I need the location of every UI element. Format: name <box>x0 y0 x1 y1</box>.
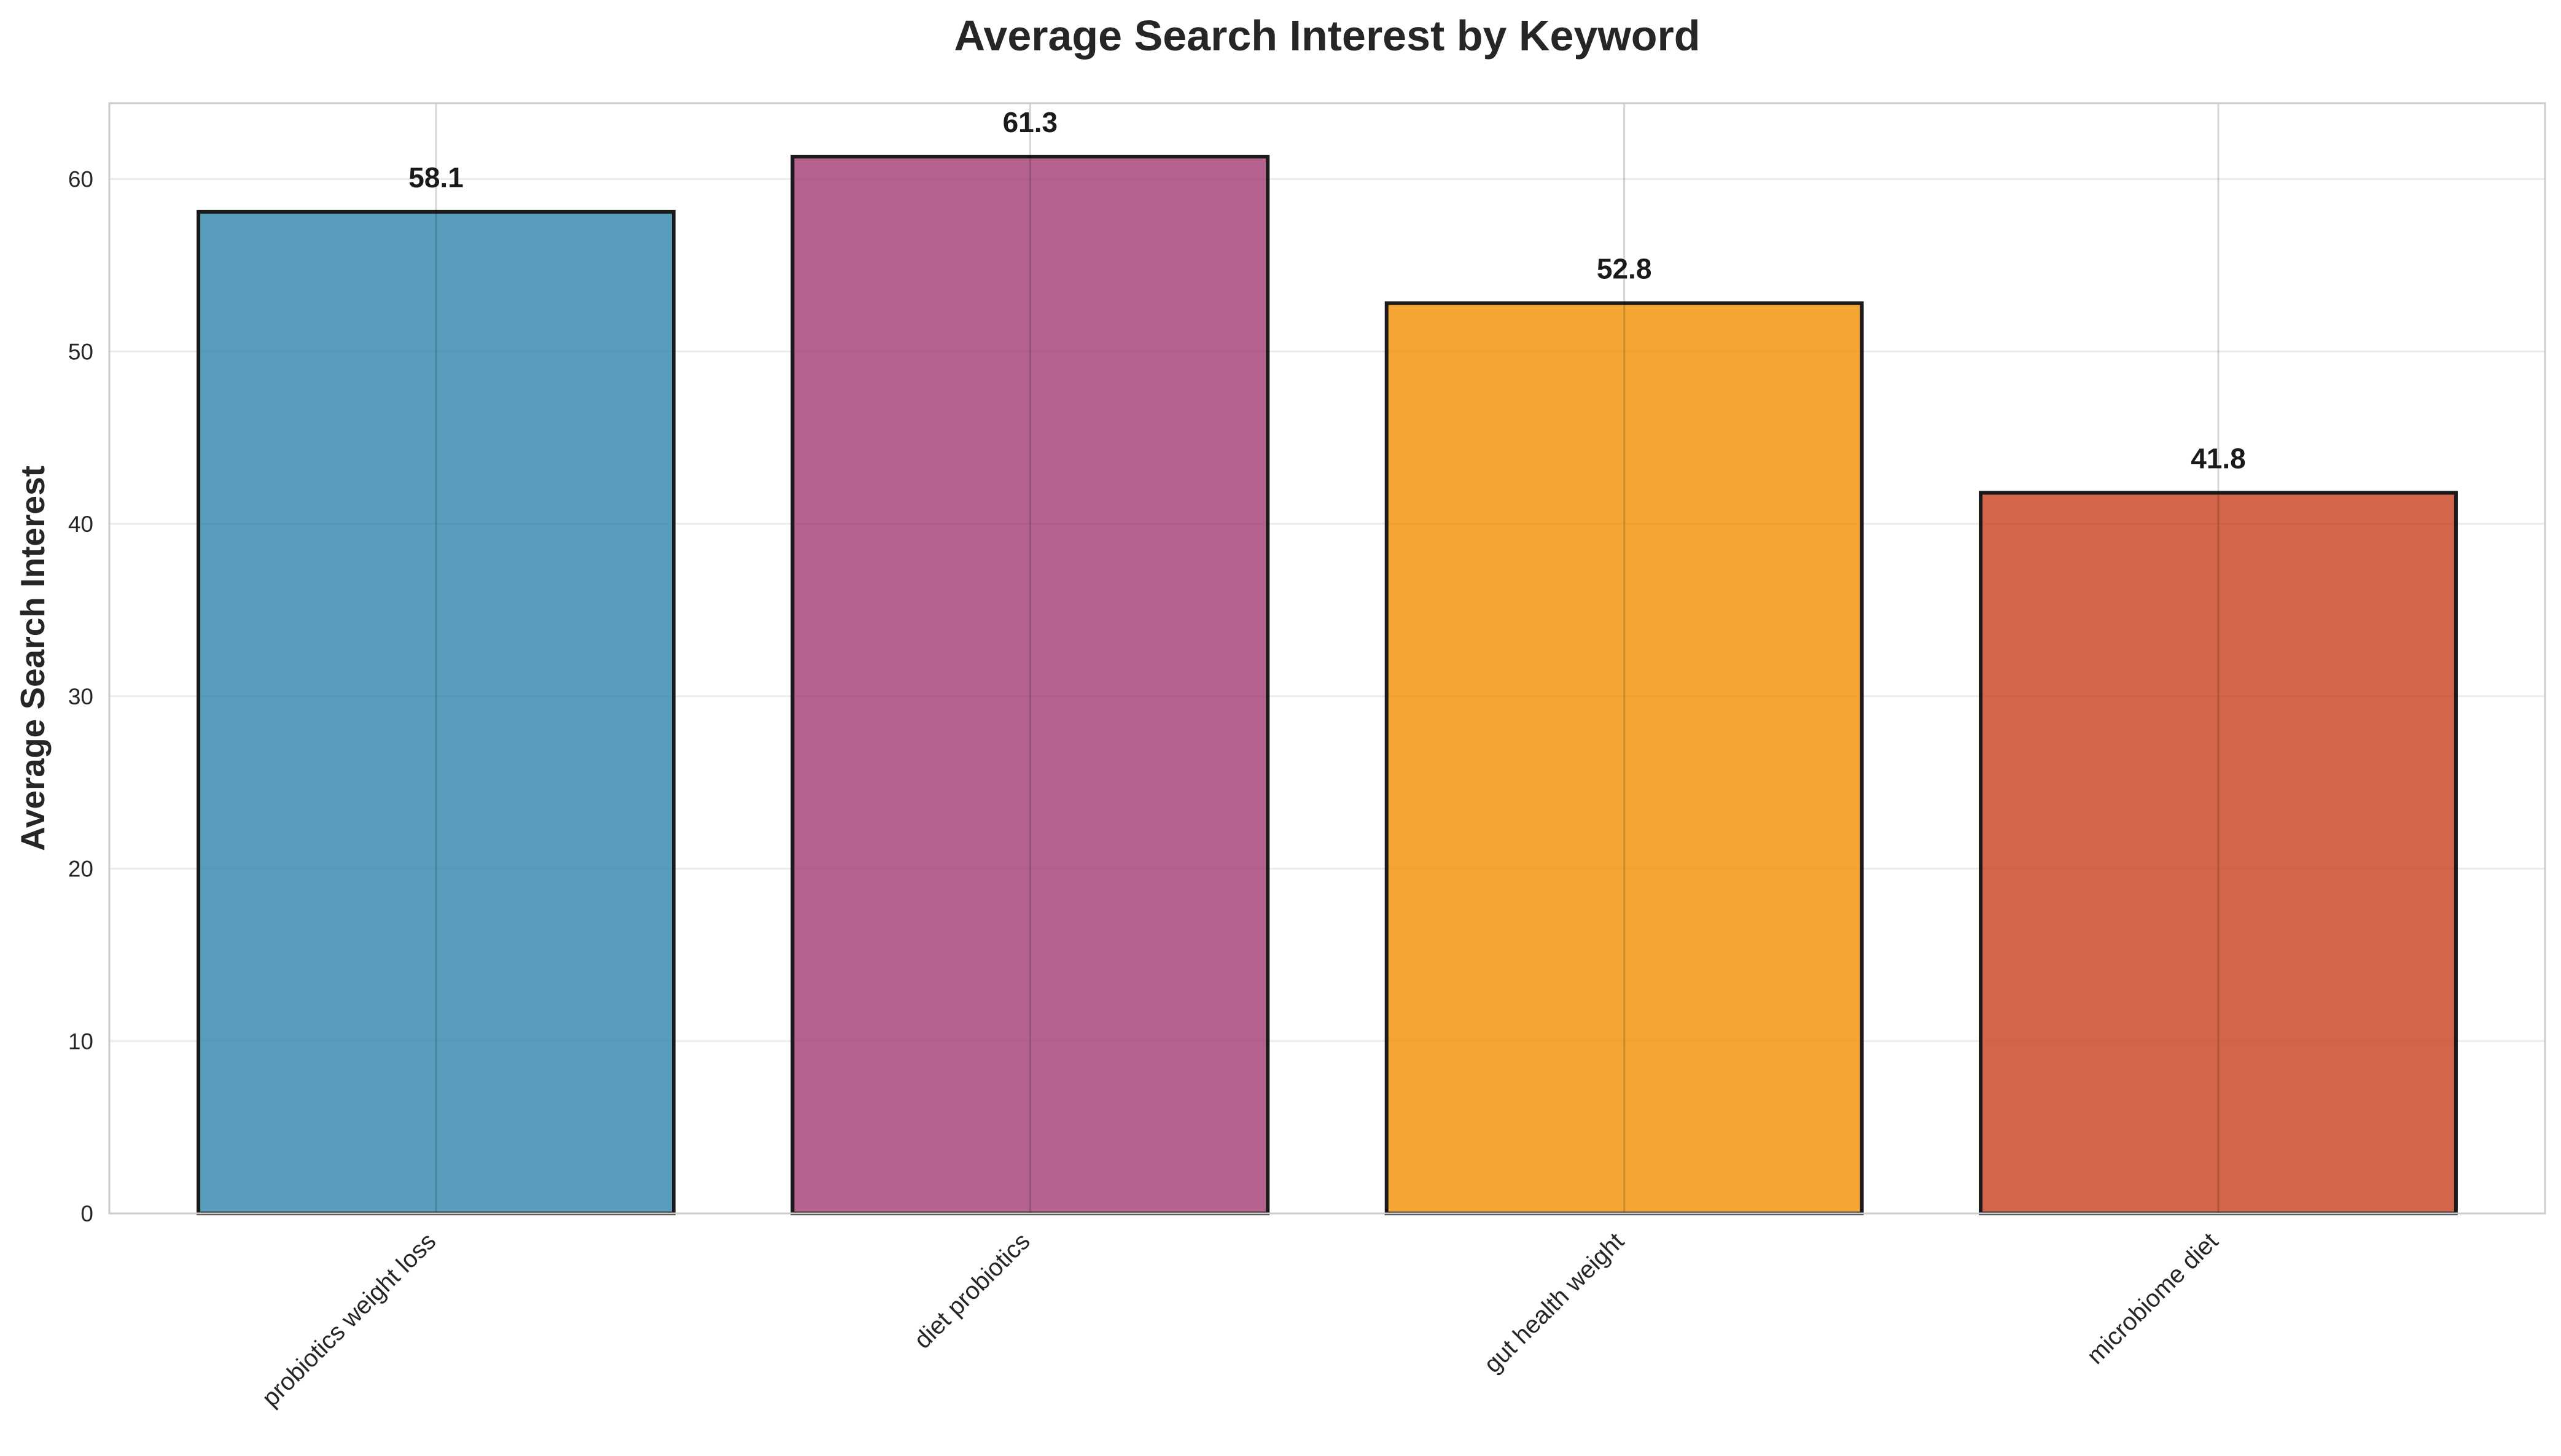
y-tick-label: 0 <box>80 1201 93 1226</box>
y-tick-label: 10 <box>68 1029 93 1054</box>
bar-value-label: 41.8 <box>2191 442 2246 474</box>
x-axis-ticks: probiotics weight loss diet probiotics gut… <box>257 1228 2223 1412</box>
bar <box>790 155 1270 1216</box>
y-axis-ticks: 0 10 20 30 40 50 60 <box>68 167 93 1226</box>
y-tick-label: 60 <box>68 167 93 192</box>
x-tick-label: gut health weight <box>1479 1228 1629 1378</box>
y-tick-label: 40 <box>68 512 93 537</box>
y-tick-label: 30 <box>68 684 93 709</box>
y-tick-label: 20 <box>68 857 93 882</box>
category-grid-lines <box>435 103 2220 1213</box>
value-labels: 58.1 61.3 52.8 41.8 <box>408 106 2245 474</box>
bar-value-label: 52.8 <box>1597 253 1652 285</box>
plot-frame <box>108 102 2546 1215</box>
y-axis-label: Average Search Interest <box>14 465 52 851</box>
bar-value-label: 58.1 <box>408 162 464 193</box>
x-tick-label: probiotics weight loss <box>257 1228 441 1412</box>
chart-title: Average Search Interest by Keyword <box>954 12 1700 60</box>
x-tick-label: microbiome diet <box>2082 1228 2224 1369</box>
bar <box>197 209 676 1216</box>
bar-value-label: 61.3 <box>1003 106 1058 138</box>
y-tick-label: 50 <box>68 339 93 364</box>
bar <box>1979 491 2458 1215</box>
x-tick-label: diet probiotics <box>909 1228 1035 1354</box>
